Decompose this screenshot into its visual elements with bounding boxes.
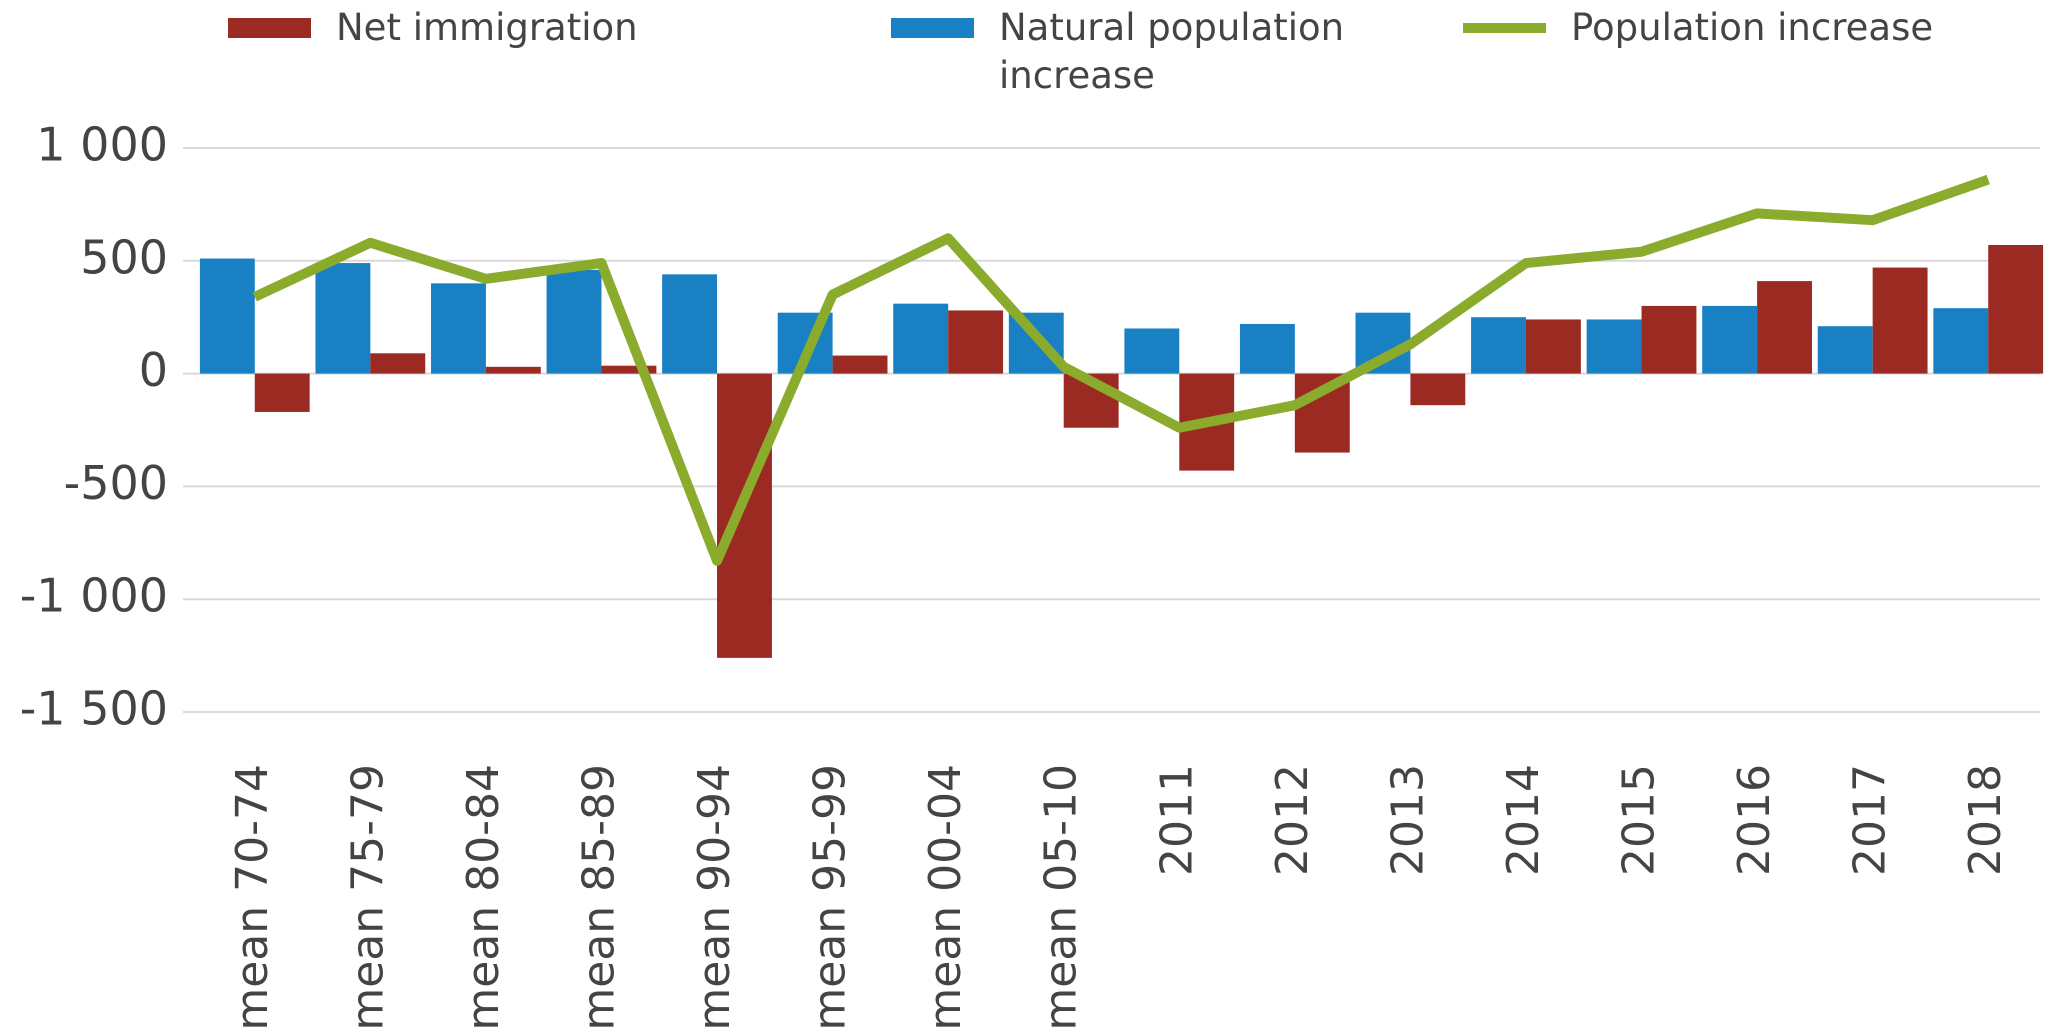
x-tick-label: mean 05-10 (1036, 764, 1087, 1031)
bar (1702, 305, 1758, 374)
legend-label: Population increase (1571, 6, 1934, 49)
x-tick-label: mean 70-74 (227, 764, 278, 1031)
x-tick-label: 2013 (1382, 764, 1433, 876)
bar (948, 310, 1004, 374)
legend-swatch (1463, 23, 1546, 33)
legend-label: Net immigration (336, 6, 638, 49)
bar (1641, 305, 1697, 374)
x-tick-label: 2018 (1960, 764, 2011, 876)
x-tick-label: mean 90-94 (689, 764, 740, 1031)
x-tick-label: 2014 (1498, 764, 1549, 876)
bar (1586, 319, 1642, 374)
x-tick-label: mean 00-04 (920, 764, 971, 1031)
bar (601, 365, 657, 374)
y-tick-label: 1 000 (36, 118, 168, 172)
legend-swatch (228, 18, 311, 38)
x-tick-label: mean 95-99 (805, 764, 856, 1031)
legend-label: Natural population increase (999, 6, 1345, 97)
bar (1988, 245, 2044, 374)
legend-swatch (891, 18, 974, 38)
bar (1525, 319, 1581, 374)
bar (199, 258, 255, 374)
line (252, 174, 1990, 566)
y-tick-label: -1 000 (20, 569, 168, 623)
bar (370, 353, 426, 374)
y-tick-label: -500 (64, 456, 168, 510)
bar (717, 373, 772, 658)
bar (315, 263, 371, 374)
bar (431, 283, 486, 374)
y-tick-label: -1 500 (20, 682, 168, 736)
x-tick-label: 2017 (1845, 764, 1896, 876)
bar (1239, 323, 1295, 374)
x-tick-label: 2012 (1267, 764, 1318, 876)
bar (893, 303, 949, 374)
x-tick-label: 2016 (1729, 764, 1780, 876)
x-tick-label: mean 75-79 (342, 764, 393, 1031)
bar (254, 373, 310, 412)
x-tick-label: 2015 (1614, 764, 1665, 876)
bar (1410, 373, 1466, 406)
y-tick-label: 0 (139, 343, 168, 397)
bar (1933, 308, 1989, 374)
x-tick-label: mean 85-89 (573, 764, 624, 1031)
x-tick-label: 2011 (1151, 764, 1202, 876)
y-tick-label: 500 (80, 230, 168, 284)
bar (662, 274, 718, 374)
bar (1872, 267, 1928, 374)
bar (832, 355, 888, 374)
bar (1124, 328, 1180, 374)
bar (1757, 281, 1812, 374)
bar (1471, 317, 1526, 374)
bar (485, 366, 541, 374)
bar (546, 269, 602, 374)
x-tick-label: mean 80-84 (458, 764, 509, 1031)
bar (1817, 326, 1873, 374)
